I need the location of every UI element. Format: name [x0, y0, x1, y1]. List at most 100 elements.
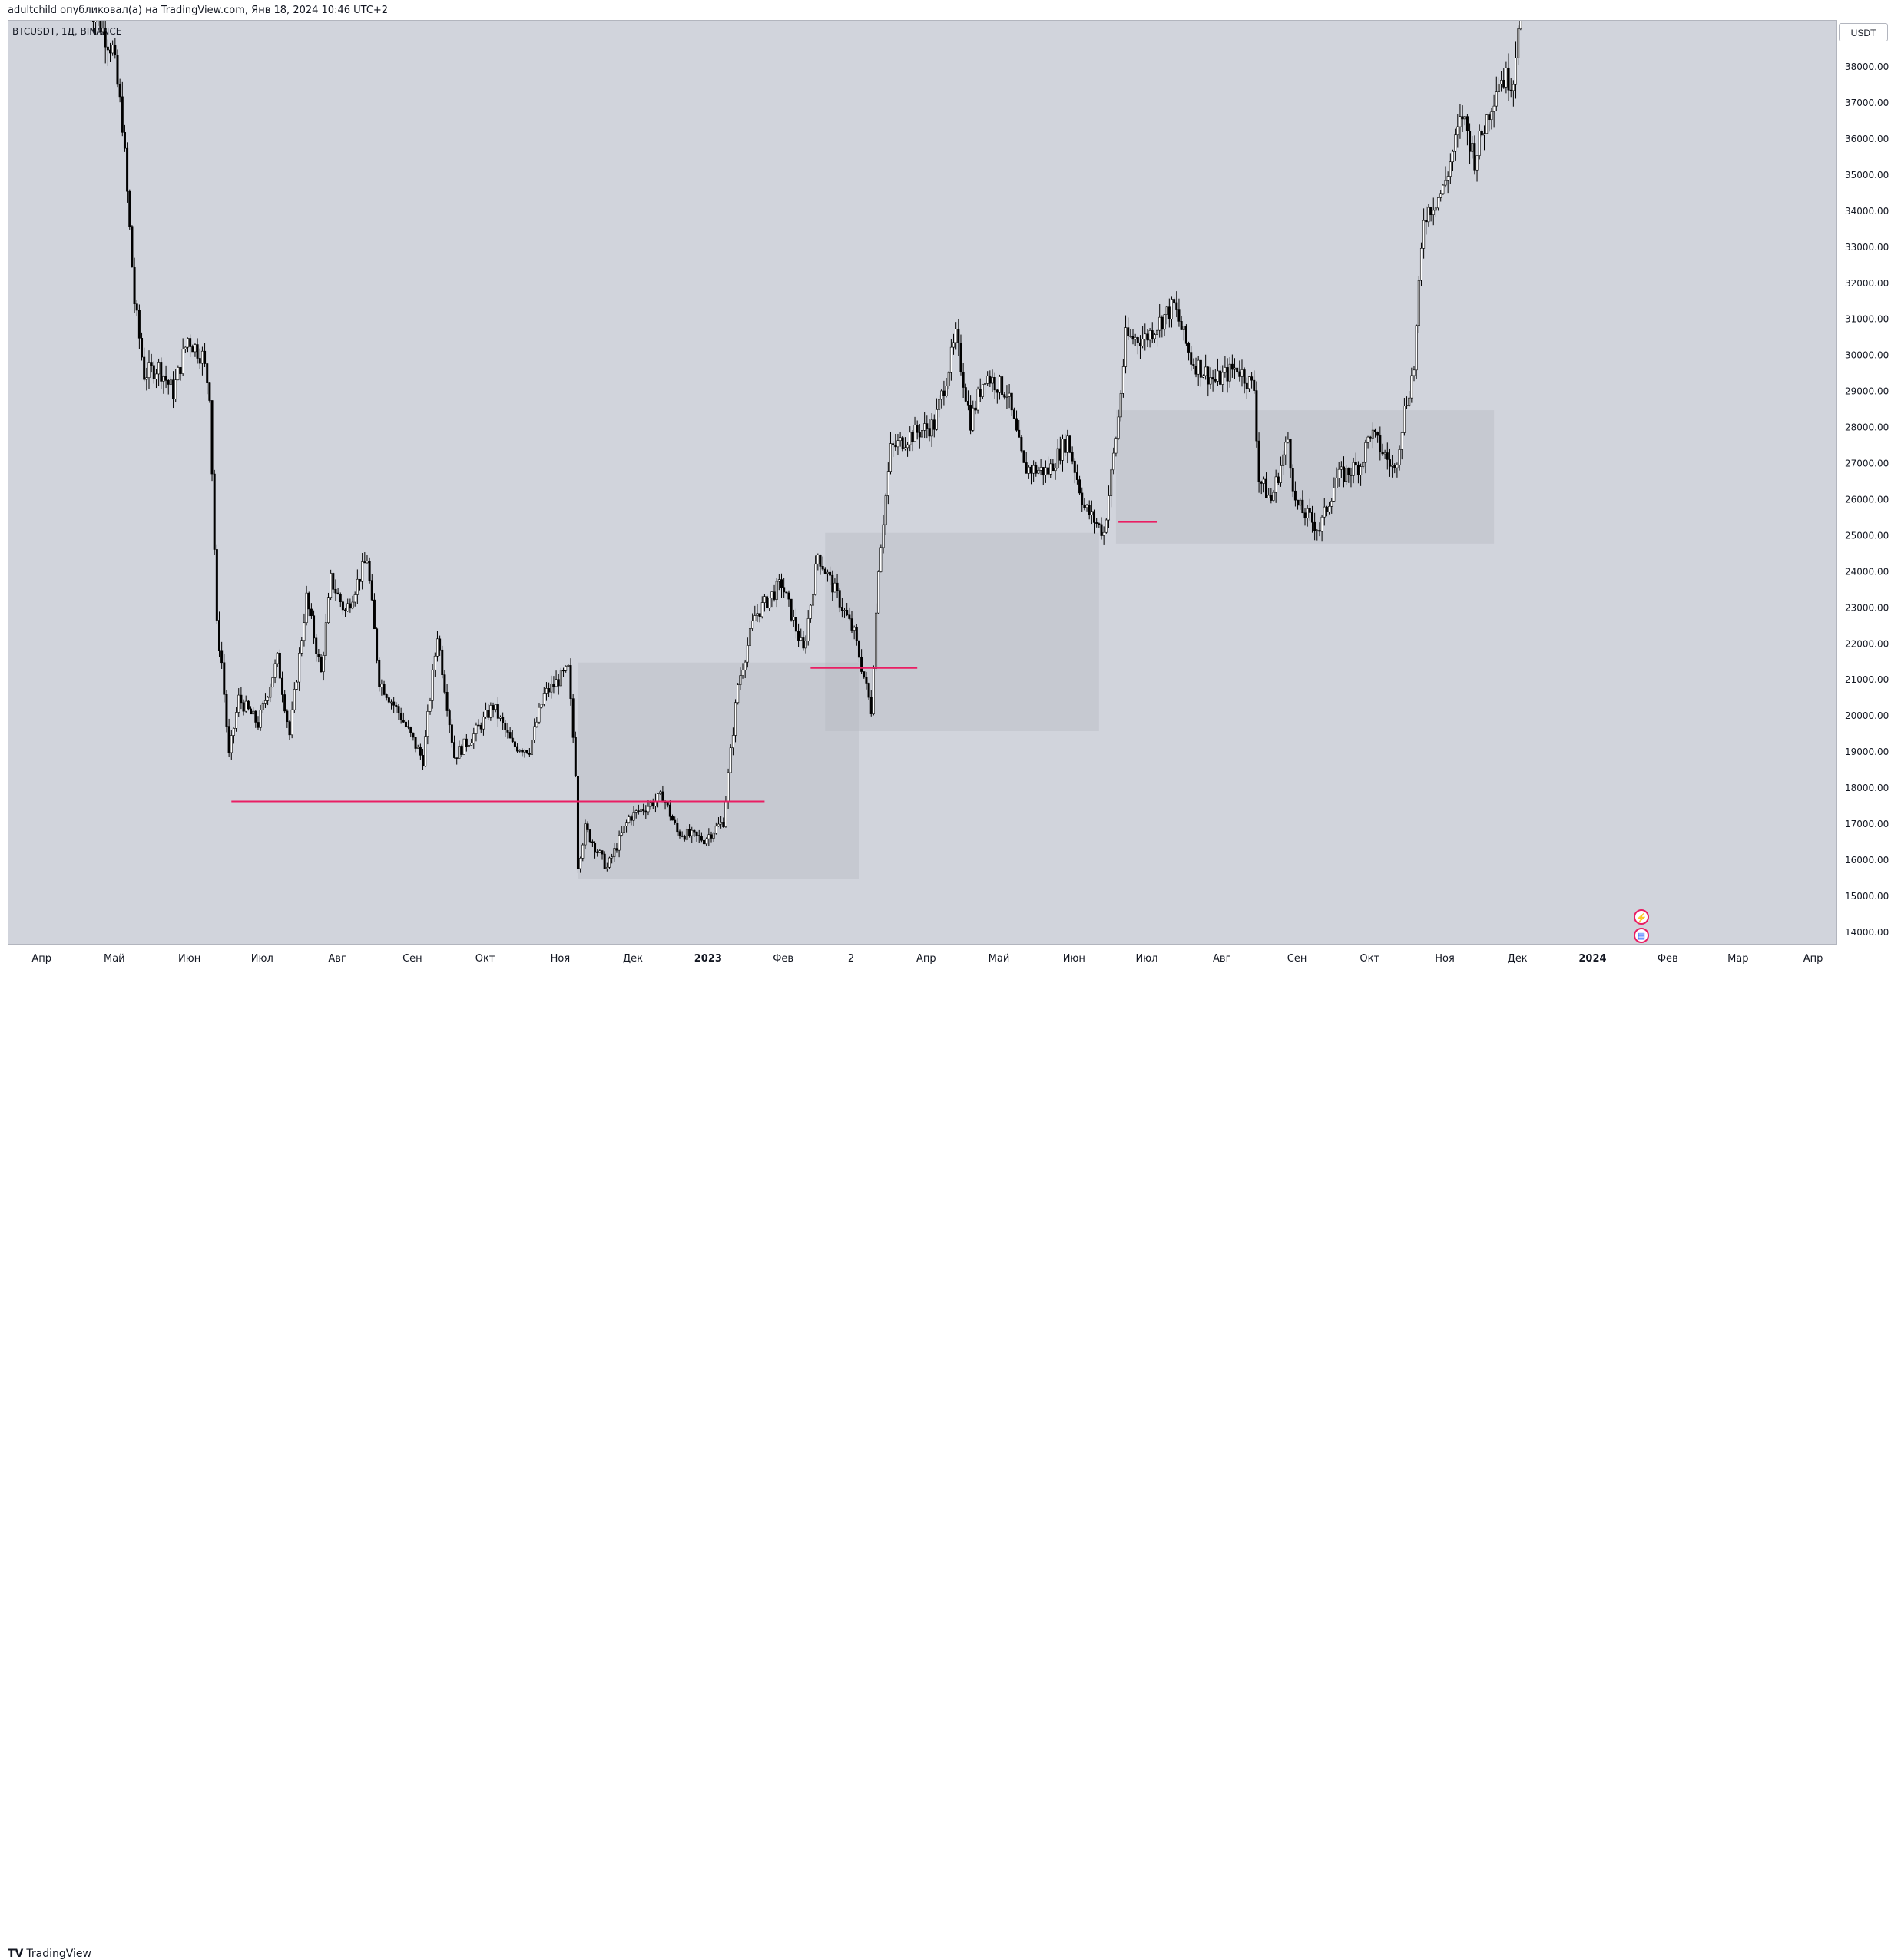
candle-body	[591, 841, 594, 843]
candle-body	[1105, 519, 1108, 533]
candle-body	[923, 423, 926, 431]
flash-icon[interactable]: ⚡	[1634, 909, 1649, 925]
candle-body	[639, 809, 642, 812]
candle-body	[1456, 126, 1459, 136]
candle-body	[1170, 299, 1173, 320]
candle-body	[588, 829, 591, 843]
candle-body	[1177, 309, 1181, 322]
time-tick-label: 2	[848, 953, 854, 965]
candle-body	[872, 668, 875, 714]
candle-body	[135, 303, 138, 311]
price-tick-label: 16000.00	[1845, 855, 1889, 866]
candle-body	[1209, 377, 1212, 385]
candle-body	[758, 613, 761, 617]
candle-body	[1442, 184, 1445, 194]
time-tick-label: Апр	[1803, 953, 1823, 965]
candle-body	[429, 700, 432, 712]
chart-pane[interactable]	[8, 20, 1836, 945]
candle-body	[608, 857, 611, 868]
price-tick-label: 18000.00	[1845, 783, 1889, 793]
tradingview-logo[interactable]: TV TradingView	[8, 1948, 91, 1960]
time-tick-label: Мар	[1727, 953, 1748, 965]
candle-body	[1107, 495, 1110, 521]
candle-body	[1085, 505, 1088, 508]
candle-body	[261, 703, 264, 710]
candle-body	[1488, 114, 1491, 121]
candle-body	[962, 372, 965, 388]
candle-body	[843, 610, 846, 611]
time-axis[interactable]: Апр Май Июн Июл Авг Сен Окт Ноя Дек 2023 Фев 2 Апр Ма…	[8, 945, 1836, 972]
candle-body	[1297, 499, 1300, 506]
candle-body	[647, 806, 650, 813]
candle-body	[240, 694, 243, 704]
candle-body	[109, 49, 112, 54]
candle-body	[1184, 326, 1187, 344]
candle-body	[1250, 376, 1254, 381]
candle-body	[525, 750, 528, 753]
candle-body	[465, 738, 468, 747]
tradingview-logo-mark: TV	[8, 1948, 24, 1960]
candle-body	[326, 597, 330, 623]
candle-body	[1156, 329, 1159, 335]
candle-body	[162, 376, 165, 382]
candle-body	[366, 561, 369, 564]
candle-body	[751, 620, 754, 629]
currency-badge[interactable]: USDT	[1839, 23, 1888, 41]
candle-body	[1124, 327, 1128, 367]
candle-body	[1427, 207, 1430, 223]
candle-body	[1066, 435, 1069, 453]
candle-body	[611, 856, 614, 859]
candle-body	[886, 471, 889, 496]
candle-body	[487, 710, 490, 718]
price-axis[interactable]: 14000.00 15000.00 16000.00 17000.00 18000.00…	[1836, 20, 1901, 945]
candle-body	[1190, 352, 1193, 365]
us-flag-icon[interactable]: ▤	[1634, 928, 1649, 943]
candle-body	[131, 226, 134, 268]
candle-body	[194, 344, 197, 353]
candle-body	[1211, 377, 1214, 380]
price-tick-label: 36000.00	[1845, 134, 1889, 144]
candle-body	[846, 610, 849, 616]
candle-body	[1345, 468, 1348, 482]
candle-body	[538, 707, 541, 723]
candle-body	[797, 631, 800, 641]
candle-body	[1398, 449, 1401, 465]
time-tick-label: Май	[989, 953, 1010, 965]
candle-body	[336, 592, 339, 594]
candle-body	[1187, 343, 1191, 353]
candle-body	[310, 608, 313, 617]
candle-body	[1408, 397, 1411, 406]
candle-body	[1138, 342, 1141, 347]
candle-body	[395, 704, 398, 707]
candle-body	[1303, 512, 1307, 518]
time-tick-label: Апр	[31, 953, 51, 965]
symbol-label[interactable]: BTCUSDT, 1Д, BINANCE	[12, 26, 122, 37]
candle-body	[523, 750, 526, 753]
candle-body	[1379, 435, 1382, 452]
candle-body	[618, 835, 621, 851]
candle-body	[1282, 454, 1285, 466]
candle-body	[126, 147, 129, 192]
candle-body	[1337, 468, 1340, 478]
candle-body	[882, 524, 885, 548]
candle-body	[1490, 111, 1493, 121]
candle-body	[339, 594, 342, 603]
candle-body	[1512, 84, 1515, 91]
candle-body	[1153, 334, 1156, 339]
candle-body	[1483, 133, 1486, 136]
chart-plot[interactable]	[8, 21, 1836, 944]
candle-body	[313, 615, 316, 639]
price-tick-label: 19000.00	[1845, 747, 1889, 757]
price-tick-label: 22000.00	[1845, 638, 1889, 649]
candle-body	[1415, 325, 1418, 371]
candle-body	[855, 627, 858, 641]
candle-body	[724, 801, 727, 827]
candle-body	[1446, 176, 1449, 181]
candle-body	[1376, 432, 1379, 436]
candle-body	[1507, 67, 1510, 91]
candle-body	[164, 376, 167, 381]
candle-body	[1175, 302, 1178, 310]
time-tick-label: Июн	[178, 953, 200, 965]
candle-body	[392, 701, 396, 706]
candle-body	[792, 617, 795, 621]
